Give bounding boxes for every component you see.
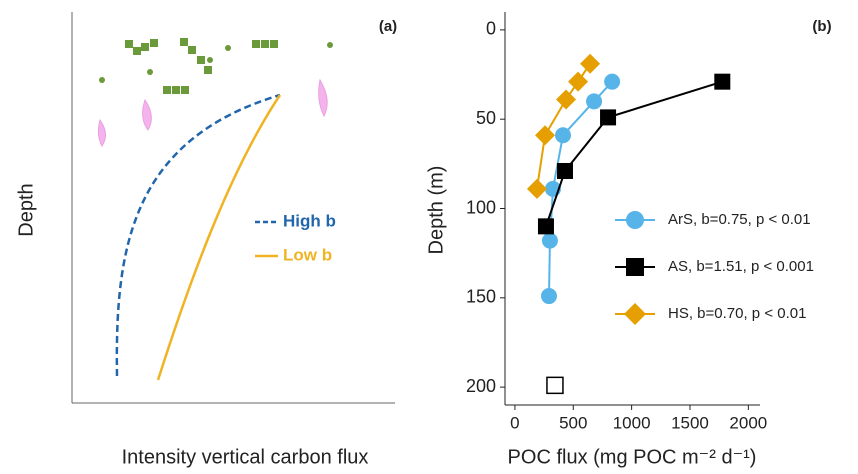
fit-line — [545, 80, 723, 227]
point — [555, 127, 572, 144]
point — [535, 125, 556, 146]
plankton — [99, 38, 333, 94]
point — [568, 71, 589, 92]
x-tick-label: 0 — [510, 413, 519, 432]
point — [537, 218, 554, 235]
legend: High b Low b — [255, 211, 336, 264]
x-axis-label: Intensity vertical carbon flux — [122, 446, 369, 468]
panel-label: (b) — [812, 18, 831, 35]
y-axis-label: Depth — [15, 183, 37, 236]
excluded-point — [546, 376, 564, 395]
point — [556, 89, 577, 110]
legend-label: AS, b=1.51, p < 0.001 — [668, 258, 814, 275]
legend-label: High b — [283, 211, 336, 230]
point — [714, 73, 731, 90]
legend-marker — [624, 303, 646, 325]
panel-label: (a) — [379, 18, 397, 35]
y-tick-label: 200 — [466, 376, 496, 396]
point — [556, 162, 573, 179]
point — [540, 288, 557, 305]
point — [526, 178, 547, 199]
high-b-curve — [115, 93, 281, 377]
low-b-curve — [156, 94, 282, 381]
panel-a: (a) Depth Intensity vertical carbon flux… — [15, 12, 397, 468]
x-tick-label: 2000 — [729, 413, 767, 432]
legend-label: HS, b=0.70, p < 0.01 — [668, 305, 806, 322]
y-axis-label: Depth (m) — [425, 166, 447, 255]
x-tick-label: 1000 — [613, 413, 651, 432]
x-tick-label: 1500 — [671, 413, 709, 432]
point — [586, 93, 603, 110]
point — [580, 53, 601, 74]
point — [604, 73, 621, 90]
legend-marker — [626, 211, 644, 229]
y-tick-label: 150 — [466, 287, 496, 307]
pteropods — [97, 78, 328, 147]
legend-marker — [626, 258, 644, 276]
y-tick-label: 100 — [466, 197, 496, 217]
legend-label: Low b — [283, 245, 332, 264]
x-axis-label: POC flux (mg POC m⁻² d⁻¹) — [508, 446, 757, 468]
y-tick-label: 50 — [476, 108, 496, 128]
x-tick-label: 500 — [559, 413, 587, 432]
y-tick-label: 0 — [486, 19, 496, 39]
point — [541, 232, 558, 249]
legend-label: ArS, b=0.75, p < 0.01 — [668, 211, 811, 228]
point — [600, 109, 617, 126]
